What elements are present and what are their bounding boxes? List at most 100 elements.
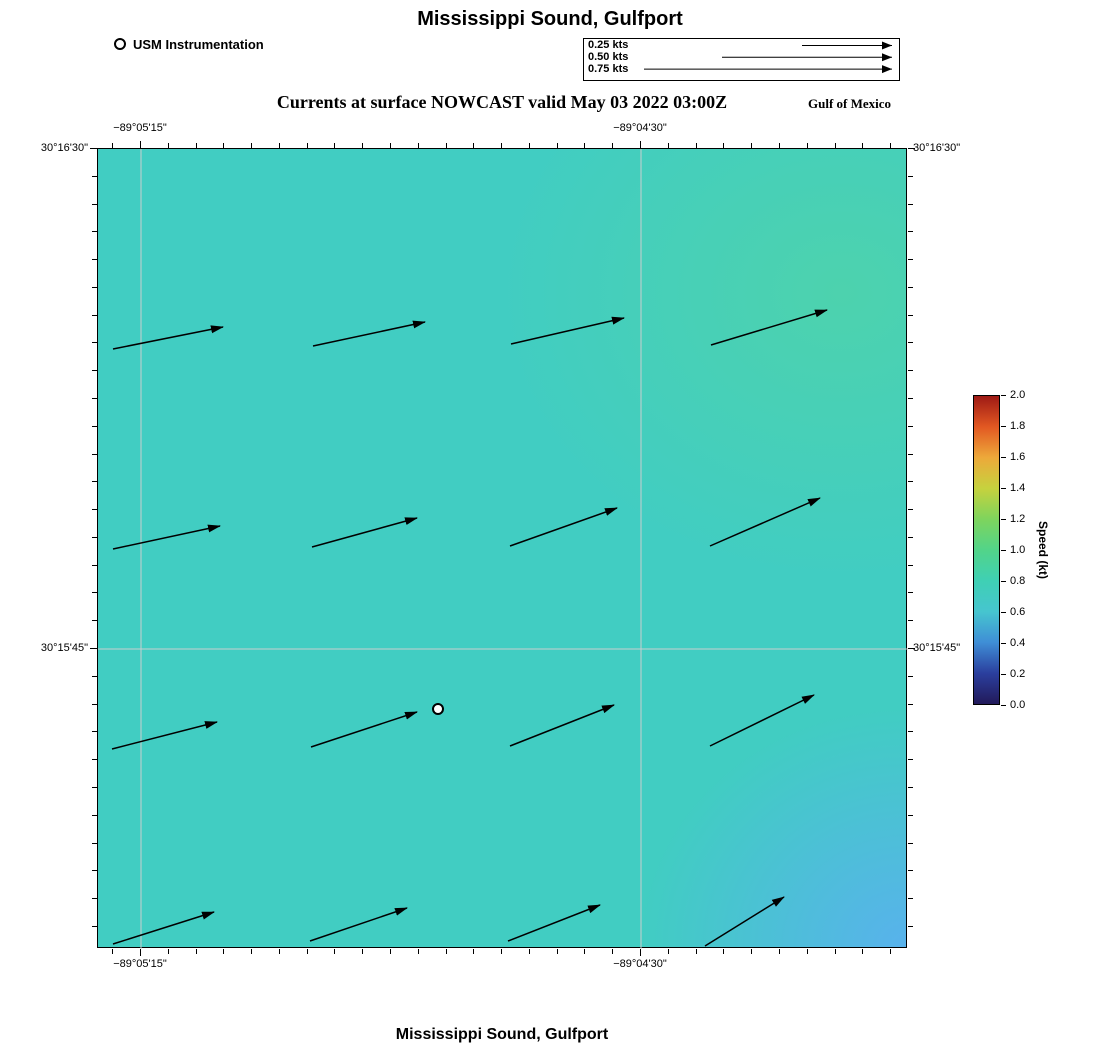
axis-tick [362, 949, 364, 954]
colorbar-tick [1001, 705, 1006, 706]
axis-tick [908, 203, 913, 205]
x-axis-label-top: −89°05'15" [113, 122, 167, 134]
axis-tick [908, 536, 913, 538]
current-vector-arrow [112, 524, 221, 550]
axis-tick [908, 342, 913, 344]
station-marker-icon [114, 38, 126, 50]
colorbar-tick-label: 1.8 [1010, 420, 1026, 432]
current-vector-arrow [704, 896, 785, 947]
current-vector-arrow [509, 704, 615, 747]
colorbar-tick-label: 0.0 [1010, 699, 1026, 711]
axis-tick [806, 949, 808, 954]
y-axis-label-right: 30°16'30" [913, 142, 961, 154]
x-axis-label-top: −89°04'30" [613, 122, 667, 134]
axis-tick [908, 648, 913, 650]
current-vector-arrow [311, 517, 418, 548]
colorbar-tick [1001, 395, 1006, 396]
axis-tick [334, 949, 336, 954]
colorbar [973, 395, 1000, 705]
colorbar-tick [1001, 612, 1006, 613]
axis-tick [612, 949, 614, 954]
axis-tick [640, 949, 642, 954]
axis-tick [90, 648, 97, 649]
x-axis-label-bottom: −89°04'30" [613, 958, 667, 970]
axis-tick [908, 703, 913, 705]
colorbar-tick-label: 2.0 [1010, 389, 1026, 401]
scale-legend-canvas [644, 41, 892, 74]
current-vector-arrow [510, 316, 625, 345]
current-vector-arrow [710, 309, 828, 346]
axis-tick [723, 949, 725, 954]
current-vector-arrow [507, 904, 601, 942]
axis-tick [667, 949, 669, 954]
axis-tick [908, 370, 913, 372]
axis-tick [908, 231, 913, 233]
axis-tick [556, 949, 558, 954]
axis-tick [908, 592, 913, 594]
axis-tick [908, 759, 913, 761]
axis-tick [390, 949, 392, 954]
current-vector-arrow [312, 320, 426, 347]
colorbar-tick-label: 0.4 [1010, 637, 1026, 649]
axis-tick [501, 949, 503, 954]
gulf-of-mexico-label: Gulf of Mexico [808, 96, 892, 111]
current-vector-arrow [709, 497, 821, 547]
axis-tick [908, 925, 913, 927]
colorbar-tick [1001, 581, 1006, 582]
current-vector-arrow [310, 711, 418, 748]
colorbar-tick [1001, 674, 1006, 675]
axis-tick [223, 949, 225, 954]
axis-tick [908, 286, 913, 288]
axis-tick [908, 259, 913, 261]
axis-tick [640, 141, 641, 148]
axis-tick [908, 870, 913, 872]
speed-scale-legend: 0.25 kts 0.50 kts 0.75 kts [583, 38, 900, 81]
scale-label: 0.50 kts [588, 50, 629, 63]
axis-tick [908, 314, 913, 316]
current-vector-arrow [309, 907, 408, 942]
colorbar-tick-label: 1.2 [1010, 513, 1026, 525]
current-vector-arrow [112, 911, 215, 945]
axis-tick [908, 148, 915, 149]
axis-tick [417, 949, 419, 954]
current-vector-arrow [709, 694, 815, 747]
page-title-bottom: Mississippi Sound, Gulfport [395, 1026, 609, 1043]
station-legend-label: USM Instrumentation [133, 37, 264, 52]
axis-tick [251, 949, 253, 954]
y-axis-label-right: 30°15'45" [913, 642, 961, 654]
axis-tick [278, 949, 280, 954]
axis-tick [140, 949, 141, 956]
axis-tick [695, 949, 697, 954]
axis-tick [584, 949, 586, 954]
colorbar-tick-label: 0.2 [1010, 668, 1026, 680]
axis-tick [751, 949, 753, 954]
colorbar-tick [1001, 488, 1006, 489]
colorbar-tick [1001, 550, 1006, 551]
axis-tick [908, 842, 913, 844]
axis-tick [140, 141, 141, 148]
axis-tick [445, 949, 447, 954]
x-axis-label-bottom: −89°05'15" [113, 958, 167, 970]
station-marker [432, 703, 444, 715]
axis-tick [834, 949, 836, 954]
axis-tick [908, 786, 913, 788]
axis-tick [908, 814, 913, 816]
axis-tick [908, 481, 913, 483]
axis-tick [167, 949, 169, 954]
y-axis-label-left: 30°15'45" [40, 642, 88, 654]
axis-tick [306, 949, 308, 954]
axis-tick [90, 148, 97, 149]
axis-tick [908, 398, 913, 400]
colorbar-gradient [974, 396, 999, 704]
axis-tick [778, 949, 780, 954]
map-plot-area [97, 148, 908, 949]
colorbar-tick [1001, 457, 1006, 458]
colorbar-tick-label: 1.4 [1010, 482, 1026, 494]
axis-tick [908, 648, 915, 649]
current-vector-arrow [509, 507, 618, 547]
y-axis-label-left: 30°16'30" [40, 142, 88, 154]
axis-tick [908, 509, 913, 511]
colorbar-tick-label: 1.0 [1010, 544, 1026, 556]
axis-tick [908, 175, 913, 177]
